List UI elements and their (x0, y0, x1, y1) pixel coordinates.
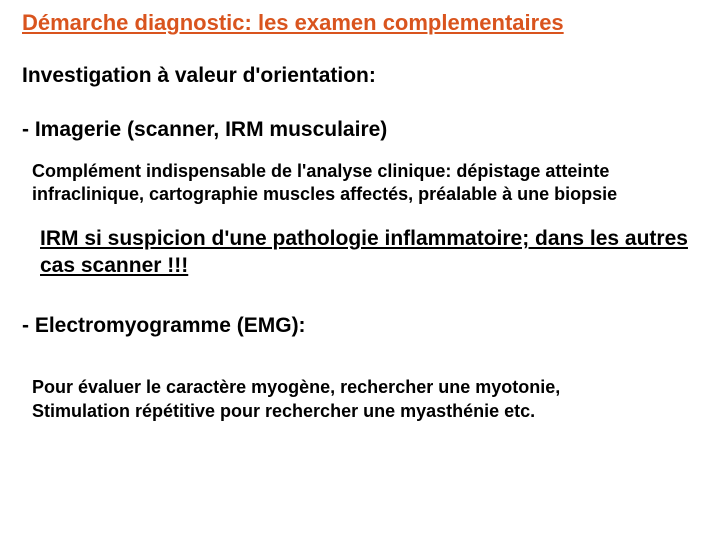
slide-container: Démarche diagnostic: les examen compleme… (0, 0, 720, 540)
spacer (22, 356, 698, 376)
section-2-heading: - Electromyogramme (EMG): (22, 314, 698, 338)
spacer (22, 280, 698, 314)
slide-subtitle: Investigation à valeur d'orientation: (22, 64, 698, 88)
section-2-body-line1: Pour évaluer le caractère myogène, reche… (32, 376, 698, 399)
section-1-body: Complément indispensable de l'analyse cl… (32, 160, 698, 205)
section-1-heading: - Imagerie (scanner, IRM musculaire) (22, 118, 698, 142)
section-2-body-line2: Stimulation répétitive pour rechercher u… (32, 400, 698, 423)
slide-title: Démarche diagnostic: les examen compleme… (22, 10, 698, 36)
section-1-emphasis: IRM si suspicion d'une pathologie inflam… (40, 225, 698, 280)
